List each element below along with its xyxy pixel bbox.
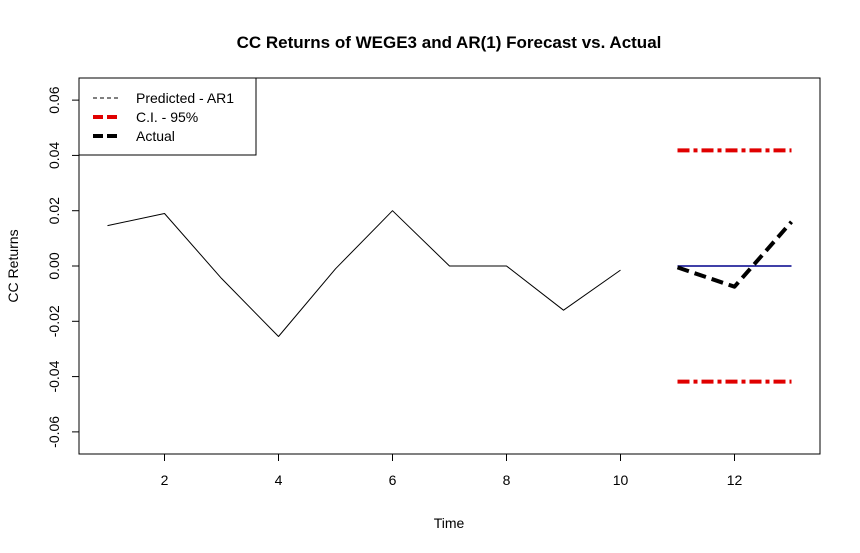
legend: Predicted - AR1 C.I. - 95% Actual (78, 77, 257, 156)
y-axis-label: CC Returns (5, 229, 21, 302)
x-tick-label: 8 (503, 472, 511, 488)
y-tick-label: -0.02 (46, 305, 62, 337)
actual-line (676, 220, 794, 289)
y-tick-label: 0.02 (46, 197, 62, 224)
series-layer (107, 148, 794, 384)
legend-label: Predicted - AR1 (136, 90, 234, 106)
x-tick-label: 4 (275, 472, 283, 488)
y-tick-label: 0.06 (46, 86, 62, 113)
history-line (107, 210, 621, 337)
x-tick-label: 6 (389, 472, 397, 488)
x-tick-label: 10 (613, 472, 629, 488)
y-tick-label: 0.04 (46, 142, 62, 169)
x-tick-label: 12 (727, 472, 743, 488)
y-tick-label: -0.04 (46, 360, 62, 392)
chart-title: CC Returns of WEGE3 and AR(1) Forecast v… (237, 33, 662, 52)
legend-label: Actual (136, 128, 175, 144)
y-axis: -0.06 -0.04 -0.02 0.00 0.02 0.04 0.06 (46, 86, 79, 448)
y-tick-label: -0.06 (46, 416, 62, 448)
legend-label: C.I. - 95% (136, 109, 198, 125)
x-tick-label: 2 (161, 472, 169, 488)
x-axis-label: Time (434, 515, 465, 531)
x-axis: 2 4 6 8 10 12 (161, 454, 743, 488)
y-tick-label: 0.00 (46, 252, 62, 279)
